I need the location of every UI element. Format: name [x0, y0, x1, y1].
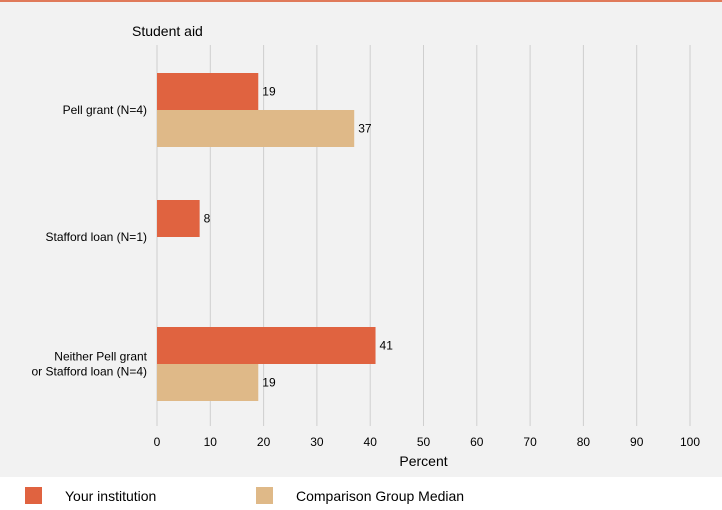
x-axis-label: Percent: [399, 453, 447, 469]
x-tick-label: 80: [577, 435, 591, 449]
data-label: 19: [262, 85, 276, 99]
data-label: 37: [358, 122, 372, 136]
x-tick-label: 40: [364, 435, 378, 449]
bar-chart: 0 10 20 30 40 50 60 70 80 90 100 Student aid Percent…: [31, 23, 700, 469]
x-tick-label: 30: [310, 435, 324, 449]
x-tick-label: 20: [257, 435, 271, 449]
legend: Your institution Comparison Group Median: [0, 477, 722, 510]
legend-swatch-comparison: [256, 487, 273, 504]
x-tick-label: 10: [204, 435, 218, 449]
legend-label-comparison: Comparison Group Median: [296, 487, 465, 504]
x-tick-label: 0: [154, 435, 161, 449]
category-label: Neither Pell grant: [54, 350, 147, 364]
x-tick-label: 60: [470, 435, 484, 449]
x-tick-label: 90: [630, 435, 644, 449]
category-label: or Stafford loan (N=4): [31, 365, 147, 379]
x-tick-label: 50: [417, 435, 431, 449]
bar: [157, 200, 200, 237]
data-label: 41: [380, 339, 394, 353]
bar: [157, 110, 355, 147]
data-label: 8: [204, 212, 211, 226]
legend-label-your-institution: Your institution: [65, 487, 157, 504]
bar: [157, 364, 259, 401]
data-label: 19: [262, 376, 276, 390]
legend-item-your-institution: Your institution: [25, 487, 156, 504]
category-label: Pell grant (N=4): [63, 103, 147, 117]
bar: [157, 73, 259, 110]
category-label: Stafford loan (N=1): [45, 230, 147, 244]
chart-title: Student aid: [132, 23, 203, 39]
legend-swatch-your-institution: [25, 487, 42, 504]
x-tick-label: 70: [523, 435, 537, 449]
x-tick-label: 100: [680, 435, 700, 449]
bar: [157, 327, 376, 364]
legend-item-comparison: Comparison Group Median: [256, 487, 464, 504]
